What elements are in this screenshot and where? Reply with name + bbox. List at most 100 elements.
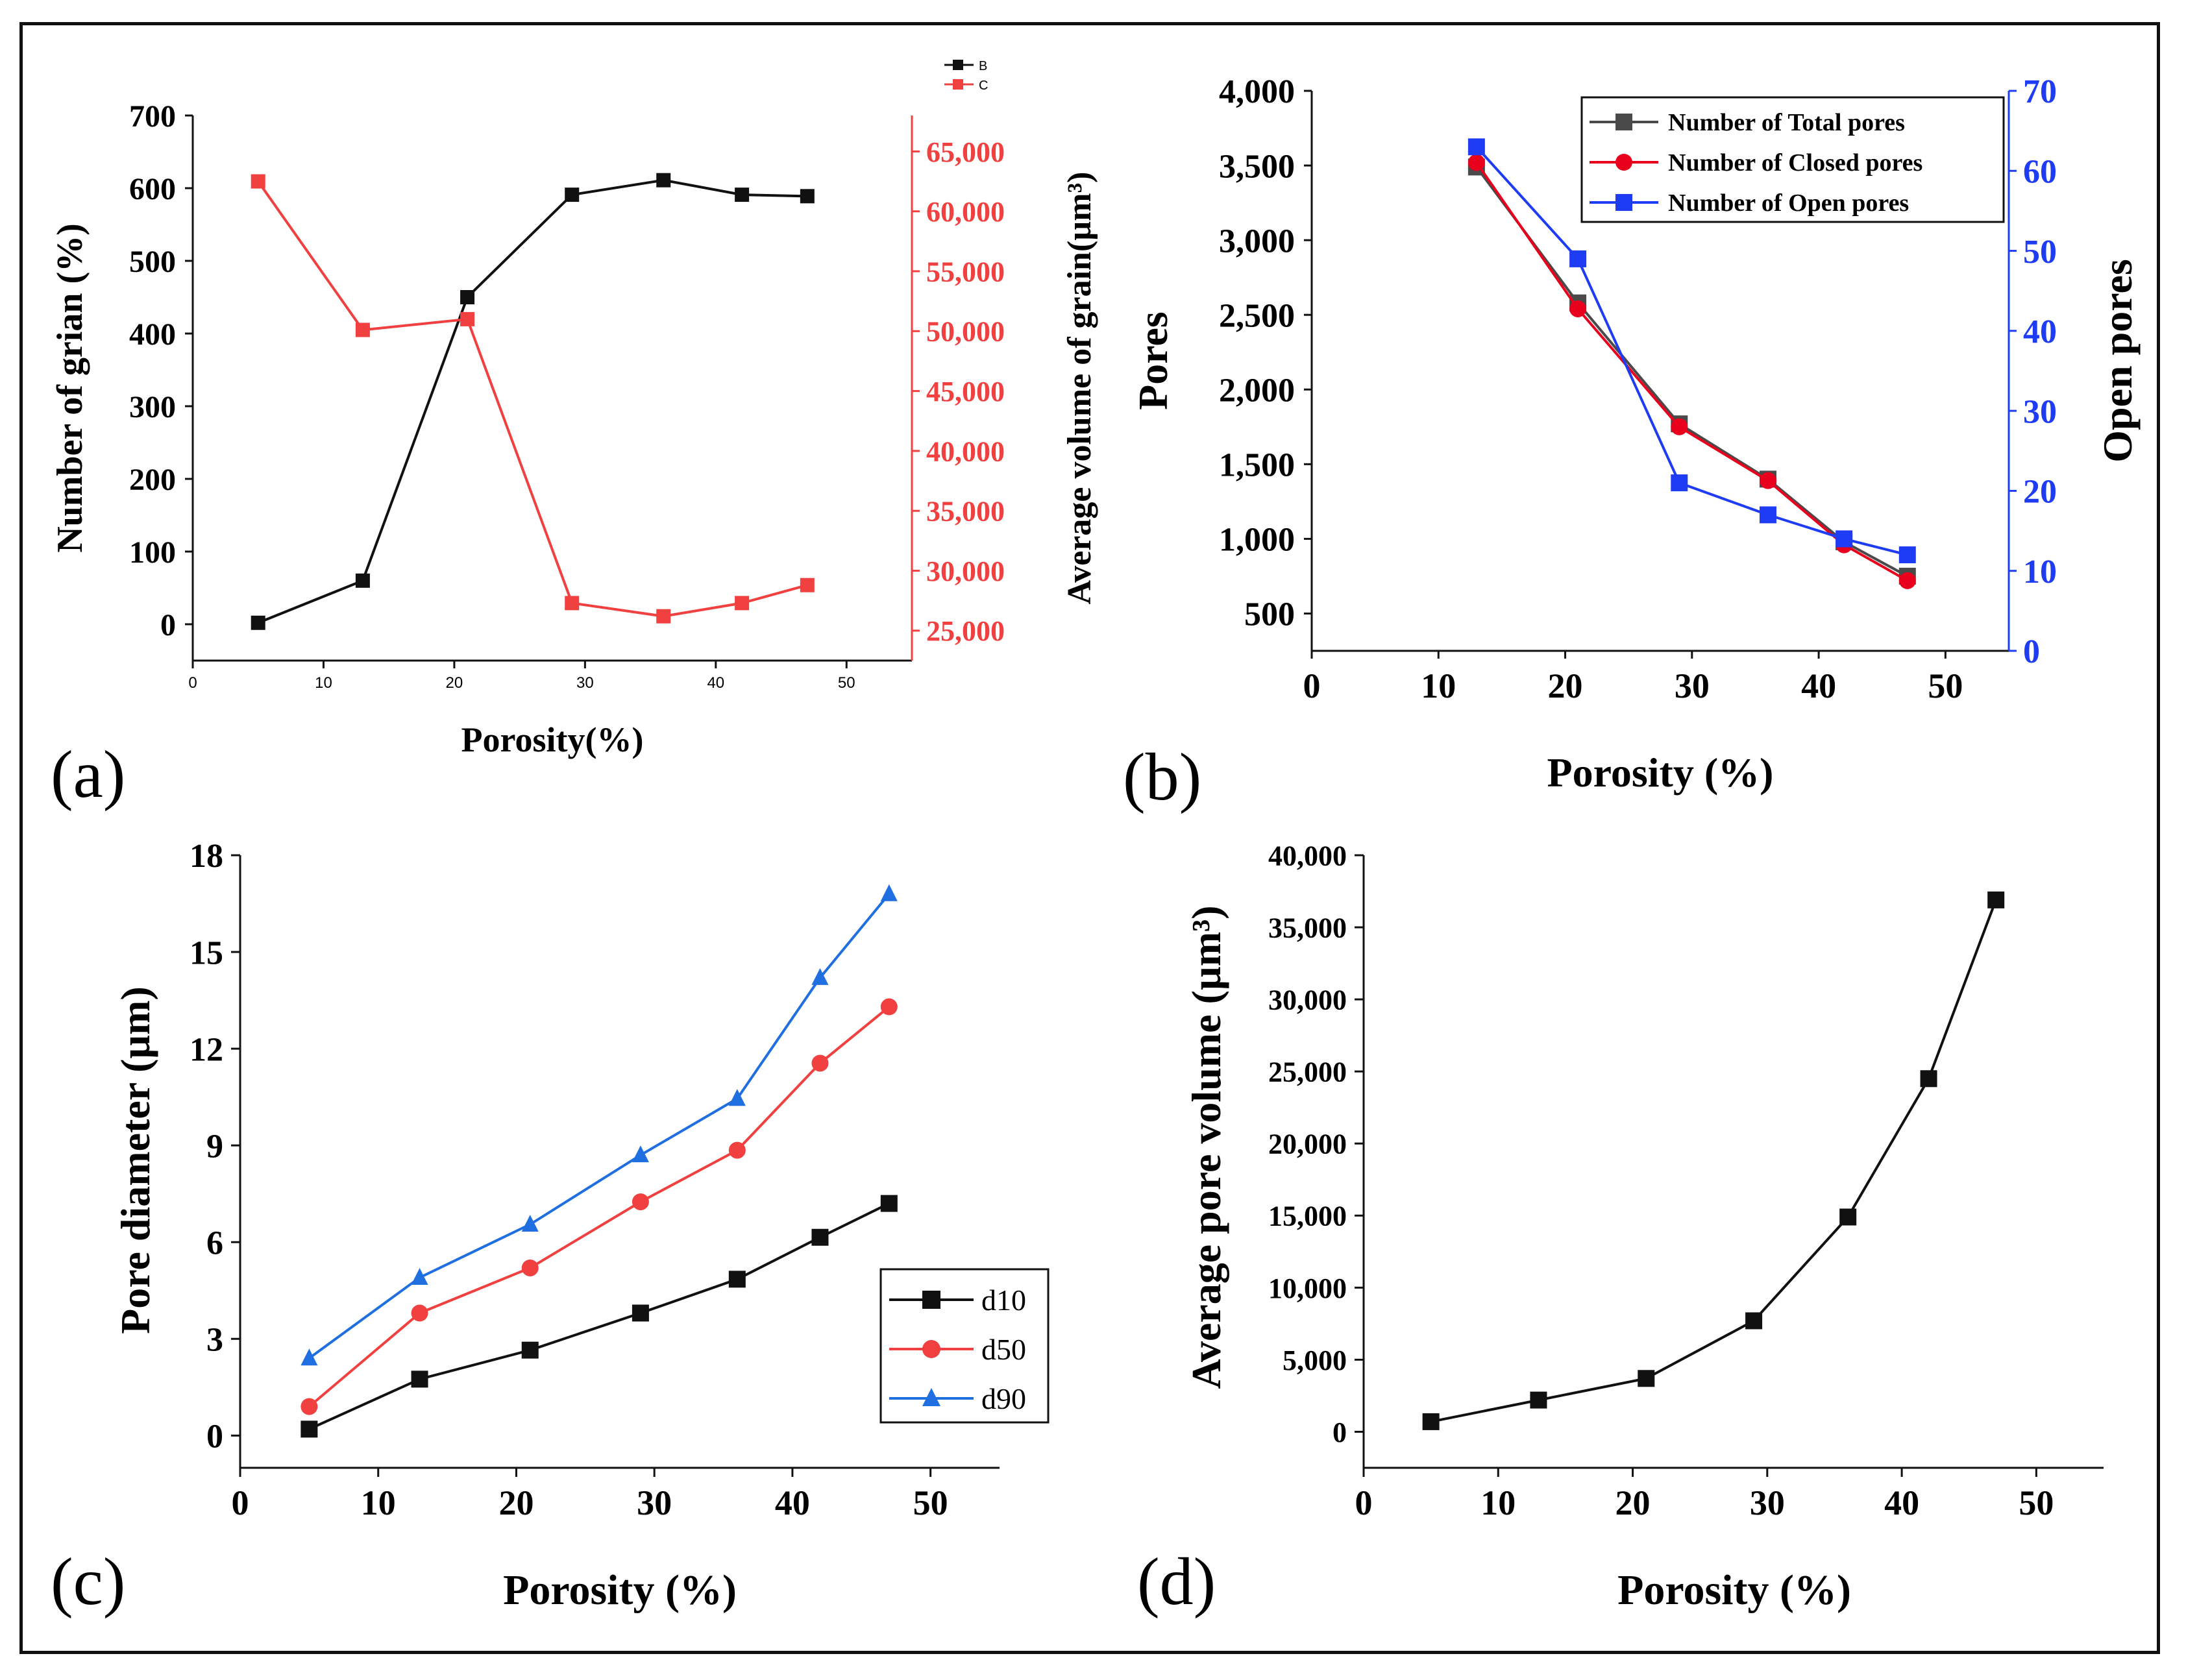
y-tick-label: 300	[129, 390, 176, 424]
panel-d: 0 10 20 30 40 50 0 5,000 10,000 15,000 20,000 25,00…	[1137, 840, 2104, 1619]
x-tick-label: 50	[838, 674, 855, 692]
data-point	[656, 173, 671, 188]
y-tick-label: 2,000	[1219, 372, 1295, 409]
x-tick-label: 20	[498, 1483, 534, 1522]
data-point	[728, 1089, 746, 1106]
data-point	[251, 174, 265, 189]
y2-axis-title: Average volume of grain(µm³)	[1061, 172, 1098, 605]
legend-marker	[922, 1388, 940, 1406]
series-line	[257, 180, 808, 618]
data-point	[1898, 546, 1916, 564]
data-point	[1468, 138, 1485, 156]
y2-tick-label: 50	[2023, 234, 2057, 271]
data-point	[1569, 300, 1587, 317]
x-axis-title: Porosity (%)	[1617, 1566, 1851, 1614]
data-point	[565, 596, 580, 611]
data-point	[800, 189, 815, 204]
series-number-of-open-pores	[1468, 138, 1916, 564]
data-point	[355, 573, 370, 588]
y2-tick-label: 10	[2023, 554, 2057, 590]
y-tick-label: 3	[206, 1321, 223, 1358]
y-tick-label: 700	[129, 99, 176, 134]
legend-marker	[1615, 114, 1632, 130]
panel-label-c: (c)	[51, 1544, 125, 1619]
y-tick-label: 1,500	[1219, 447, 1295, 484]
panel-label-b: (b)	[1123, 740, 1201, 814]
x-tick-label: 0	[1303, 666, 1321, 705]
y-tick-label: 500	[129, 245, 176, 279]
legend: d10 d50 d90	[879, 1268, 1050, 1424]
data-point	[521, 1341, 539, 1359]
data-point	[1898, 572, 1916, 589]
legend-label: d50	[981, 1333, 1026, 1366]
y-tick-label: 10,000	[1268, 1272, 1347, 1304]
data-point	[728, 1271, 746, 1288]
legend: BC	[944, 59, 988, 93]
x-tick-label: 20	[1615, 1483, 1651, 1522]
y-tick-label: 18	[190, 838, 223, 875]
y-tick-label: 12	[190, 1031, 223, 1068]
series-line	[1475, 166, 1908, 578]
legend-label: Number of Closed pores	[1668, 149, 1922, 177]
data-point	[1422, 1413, 1440, 1430]
series-d10	[301, 1195, 898, 1438]
y-tick-label: 2,500	[1219, 297, 1295, 334]
series-number-of-closed-pores	[1468, 154, 1916, 589]
x-tick-label: 40	[707, 674, 724, 692]
data-point	[735, 188, 750, 202]
data-point	[735, 596, 750, 611]
data-point	[1839, 1208, 1857, 1226]
x-tick-label: 50	[1928, 666, 1963, 705]
panel-a: 0 10 20 30 40 50010020030040050060070025,0003…	[50, 59, 1098, 812]
data-point	[521, 1215, 539, 1232]
x-tick-label: 10	[1421, 666, 1456, 705]
y-tick-label: 400	[129, 317, 176, 352]
y-tick-label: 500	[1244, 596, 1295, 633]
y-tick-label: 35,000	[1268, 912, 1347, 943]
y-tick-label: 40,000	[1268, 840, 1347, 871]
legend-marker	[1615, 154, 1632, 171]
y2-axis-title: Open pores	[2094, 259, 2141, 463]
x-tick-label: 30	[637, 1483, 672, 1522]
y2-tick-label: 20	[2023, 474, 2057, 511]
legend-marker	[953, 79, 963, 90]
data-point	[632, 1193, 649, 1211]
figure-frame	[19, 22, 2160, 1654]
legend-label: C	[979, 79, 988, 93]
y2-tick-label: 30,000	[926, 555, 1005, 587]
x-tick-label: 20	[446, 674, 463, 692]
data-point	[411, 1304, 428, 1322]
data-point	[251, 615, 265, 630]
legend-label: Number of Total pores	[1668, 109, 1905, 136]
data-point	[1671, 418, 1688, 435]
x-tick-label: 0	[188, 674, 197, 692]
series-d50	[301, 998, 898, 1415]
y2-tick-label: 60,000	[926, 196, 1005, 228]
data-point	[1987, 891, 2005, 908]
series-average-pore-volume	[1422, 891, 2005, 1430]
y-axis-title: Average pore volume (µm³)	[1183, 905, 1229, 1389]
x-tick-label: 40	[775, 1483, 810, 1522]
series-line	[1475, 162, 1908, 582]
y-tick-label: 6	[206, 1224, 223, 1261]
y2-tick-label: 70	[2023, 73, 2057, 110]
series-line	[308, 1005, 890, 1408]
data-point	[1759, 472, 1776, 489]
data-point	[880, 884, 898, 901]
y2-tick-label: 40	[2023, 313, 2057, 350]
data-point	[460, 311, 475, 326]
y2-tick-label: 50,000	[926, 316, 1005, 348]
y2-tick-label: 35,000	[926, 496, 1005, 528]
data-point	[1836, 530, 1853, 548]
x-tick-label: 20	[1548, 666, 1583, 705]
data-point	[811, 968, 829, 985]
data-point	[1759, 506, 1776, 524]
legend-marker	[953, 60, 963, 70]
y-tick-label: 0	[160, 608, 176, 642]
x-tick-label: 0	[232, 1483, 249, 1522]
data-point	[301, 1398, 318, 1415]
y2-tick-label: 60	[2023, 153, 2057, 190]
y-axis-title: Pore diameter (µm)	[112, 986, 158, 1334]
x-tick-label: 10	[1480, 1483, 1516, 1522]
data-point	[728, 1141, 746, 1159]
